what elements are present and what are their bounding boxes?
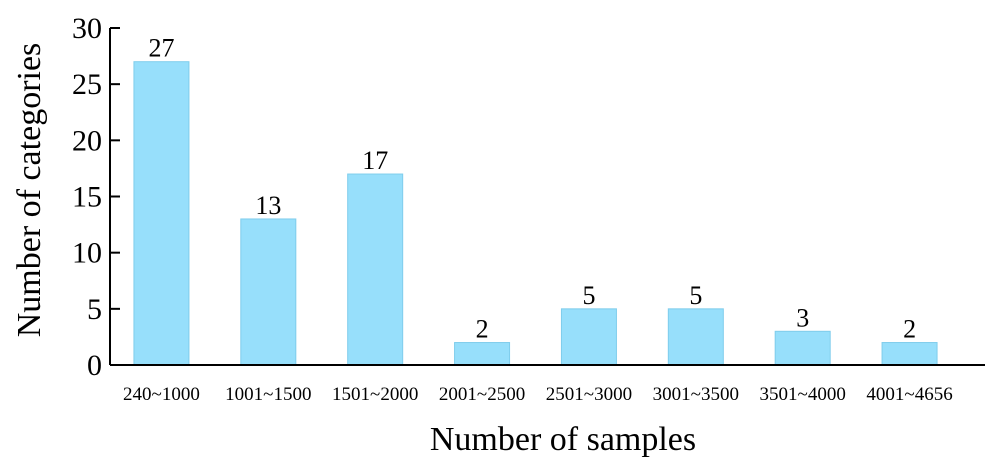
data-label: 5 [689, 281, 702, 310]
y-tick-label: 10 [72, 237, 102, 270]
x-tick-label: 1501~2000 [332, 384, 418, 405]
bar [560, 308, 617, 366]
bar [240, 218, 297, 366]
bar [133, 61, 190, 366]
y-tick-label: 20 [72, 124, 102, 157]
bar [454, 342, 511, 366]
data-label: 5 [582, 281, 595, 310]
data-label: 17 [362, 146, 388, 175]
x-tick-label: 2501~3000 [546, 384, 632, 405]
x-tick-label: 2001~2500 [439, 384, 525, 405]
bar [667, 308, 724, 366]
bar [881, 342, 938, 366]
x-axis-title: Number of samples [430, 421, 696, 458]
y-tick-label: 5 [87, 293, 102, 326]
x-tick-label: 3001~3500 [653, 384, 739, 405]
y-tick-label: 15 [72, 181, 102, 214]
x-tick-label: 1001~1500 [225, 384, 311, 405]
bar [774, 330, 831, 366]
data-labels: 27 13 17 2 5 5 3 2 [148, 34, 916, 344]
x-axis: 240~1000 1001~1500 1501~2000 2001~2500 2501~… [110, 364, 985, 405]
bars [133, 61, 938, 366]
data-label: 3 [796, 303, 809, 332]
x-tick-label: 3501~4000 [760, 384, 846, 405]
x-tick-label: 240~1000 [123, 384, 200, 405]
data-label: 13 [255, 191, 281, 220]
y-tick-label: 0 [87, 349, 102, 382]
y-axis-title: Number of categories [11, 43, 48, 338]
y-tick-label: 30 [72, 12, 102, 45]
data-label: 2 [903, 315, 916, 344]
y-tick-label: 25 [72, 68, 102, 101]
bar [347, 173, 404, 366]
x-tick-label: 4001~4656 [866, 384, 952, 405]
y-axis: 0 5 10 15 20 25 30 [72, 12, 120, 382]
data-label: 27 [148, 34, 174, 63]
data-label: 2 [476, 315, 489, 344]
